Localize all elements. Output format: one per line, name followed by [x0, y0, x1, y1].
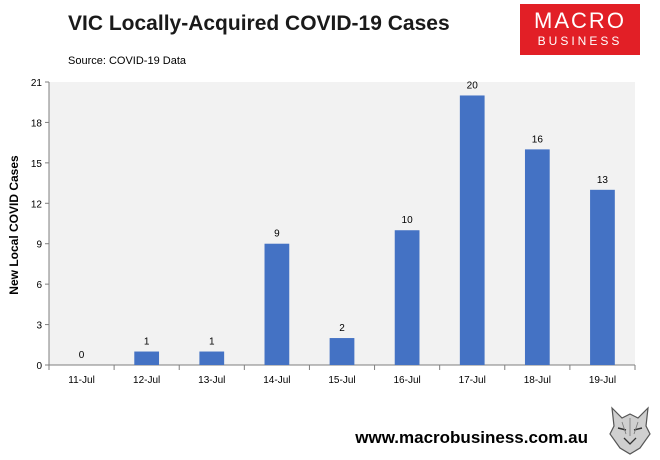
- y-tick-label: 6: [36, 280, 42, 291]
- y-axis: 0 3 6 9 12 15 18 21: [31, 78, 50, 372]
- bar: [329, 338, 355, 365]
- footer-url: www.macrobusiness.com.au: [355, 428, 588, 447]
- bar: [199, 351, 225, 365]
- bars: [134, 95, 615, 365]
- x-tick-label: 13-Jul: [198, 375, 225, 386]
- x-tick-label: 17-Jul: [459, 375, 486, 386]
- bar: [264, 243, 290, 365]
- data-labels: 0 1 1 9 2 10 20 16 13: [79, 80, 609, 361]
- logo-line-1: MACRO: [534, 8, 626, 33]
- chart-title: VIC Locally-Acquired COVID-19 Cases: [68, 12, 450, 35]
- data-label: 16: [532, 134, 544, 145]
- x-tick-label: 19-Jul: [589, 375, 616, 386]
- x-tick-label: 16-Jul: [393, 375, 420, 386]
- x-tick-label: 11-Jul: [68, 375, 95, 386]
- data-label: 2: [339, 323, 345, 334]
- macrobusiness-logo: MACRO BUSINESS: [520, 4, 640, 55]
- data-label: 20: [467, 80, 479, 91]
- x-tick-label: 14-Jul: [263, 375, 290, 386]
- bar: [590, 189, 615, 365]
- bar: [524, 149, 550, 365]
- y-tick-label: 15: [31, 159, 43, 170]
- wolf-logo-icon: [609, 406, 651, 455]
- data-label: 9: [274, 229, 280, 240]
- x-tick-label: 18-Jul: [524, 375, 551, 386]
- y-tick-label: 3: [36, 321, 42, 332]
- y-tick-label: 18: [31, 118, 43, 129]
- chart-subtitle: Source: COVID-19 Data: [68, 55, 186, 67]
- bar: [134, 351, 160, 365]
- x-tick-label: 15-Jul: [328, 375, 355, 386]
- y-tick-label: 9: [36, 240, 42, 251]
- y-axis-label: New Local COVID Cases: [7, 155, 21, 295]
- data-label: 1: [209, 337, 215, 348]
- x-axis: 11-Jul 12-Jul 13-Jul 14-Jul 15-Jul 16-Jul 17-J…: [48, 364, 636, 386]
- data-label: 1: [144, 337, 150, 348]
- y-tick-label: 21: [31, 78, 43, 89]
- x-tick-label: 12-Jul: [133, 375, 160, 386]
- bar: [459, 95, 485, 365]
- y-tick-label: 12: [31, 199, 43, 210]
- data-label: 13: [597, 175, 609, 186]
- bar: [394, 230, 420, 365]
- data-label: 10: [402, 215, 414, 226]
- data-label: 0: [79, 350, 85, 361]
- logo-line-2: BUSINESS: [537, 34, 623, 48]
- y-tick-label: 0: [36, 361, 42, 372]
